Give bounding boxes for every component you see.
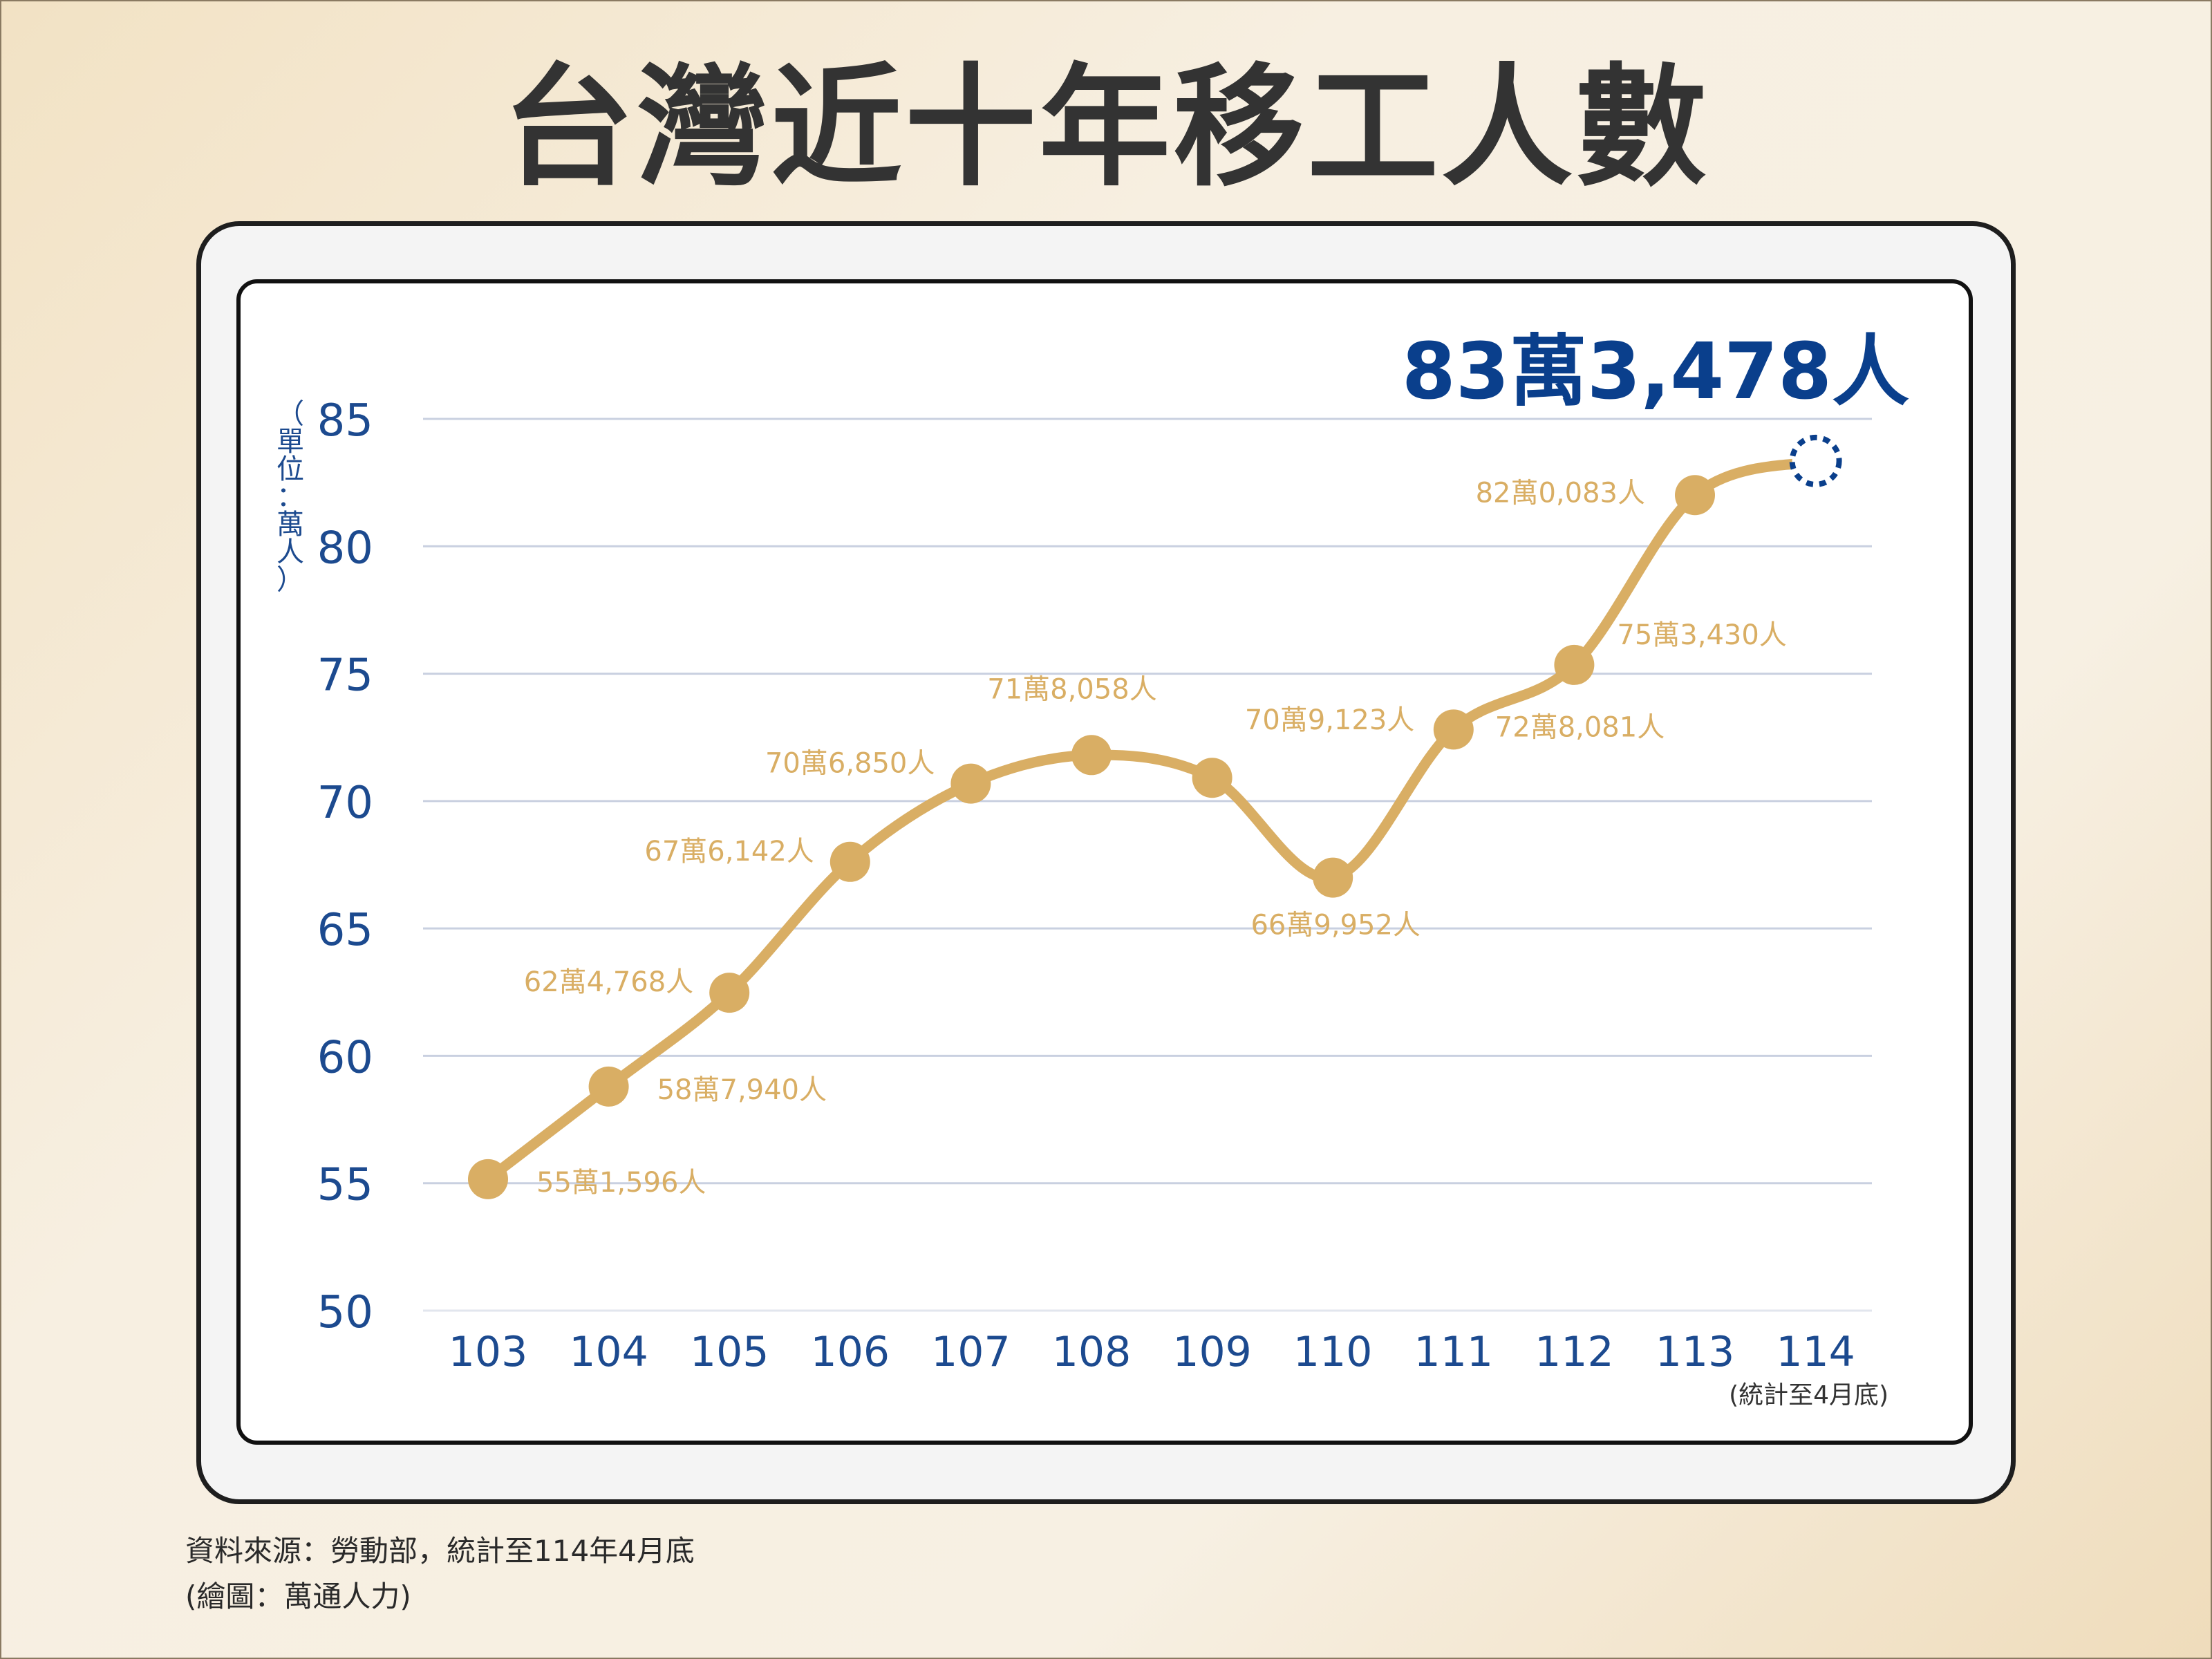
x-tick-112: 112 bbox=[1535, 1328, 1614, 1376]
data-point-111 bbox=[1433, 709, 1474, 750]
chart-inner-frame bbox=[236, 279, 1973, 1445]
y-tick-65: 65 bbox=[317, 905, 373, 956]
series-line bbox=[482, 456, 1821, 1185]
x-tick-107: 107 bbox=[931, 1328, 1011, 1376]
x-tick-106: 106 bbox=[811, 1328, 890, 1376]
y-axis-label-char: ： bbox=[276, 481, 304, 513]
x-axis-note: (統計至4月底) bbox=[1729, 1381, 1888, 1409]
x-tick-108: 108 bbox=[1052, 1328, 1132, 1376]
y-axis-label: （單位：萬人） bbox=[276, 398, 304, 596]
y-tick-55: 55 bbox=[317, 1160, 373, 1211]
x-tick-labels: 103 104 105 106 107 108 109 110 111 112 113 114 bbox=[449, 1328, 1855, 1376]
data-point-107 bbox=[950, 763, 991, 804]
y-axis-label-char: 人 bbox=[276, 536, 304, 568]
data-point-112 bbox=[1554, 644, 1595, 685]
data-label-106: 67萬6,142人 bbox=[644, 836, 814, 868]
y-axis-label-char: （ bbox=[276, 398, 304, 430]
y-axis-label-char: 位 bbox=[276, 453, 304, 485]
y-axis-label-char: 單 bbox=[276, 426, 304, 458]
x-tick-109: 109 bbox=[1172, 1328, 1252, 1376]
data-label-104: 58萬7,940人 bbox=[657, 1074, 827, 1106]
x-tick-110: 110 bbox=[1293, 1328, 1373, 1376]
y-tick-85: 85 bbox=[317, 395, 373, 447]
grid-lines bbox=[423, 418, 1872, 1312]
y-tick-70: 70 bbox=[317, 778, 373, 829]
x-tick-113: 113 bbox=[1656, 1328, 1735, 1376]
data-label-103: 55萬1,596人 bbox=[536, 1167, 706, 1199]
data-label-112: 75萬3,430人 bbox=[1617, 619, 1786, 651]
y-tick-75: 75 bbox=[317, 650, 373, 702]
highlight-value: 83萬3,478人 bbox=[1402, 327, 1909, 417]
source-note: 資料來源：勞動部，統計至114年4月底 bbox=[185, 1534, 695, 1568]
data-point-114 bbox=[1789, 434, 1842, 487]
x-tick-104: 104 bbox=[569, 1328, 648, 1376]
data-label-109: 70萬9,123人 bbox=[1245, 704, 1414, 736]
data-labels: 55萬1,596人 58萬7,940人 62萬4,768人 67萬6,142人 70萬6… bbox=[524, 477, 1787, 1199]
data-label-107: 70萬6,850人 bbox=[765, 748, 935, 780]
x-tick-114: 114 bbox=[1776, 1328, 1855, 1376]
data-point-103 bbox=[468, 1159, 508, 1199]
x-tick-103: 103 bbox=[449, 1328, 528, 1376]
data-point-106 bbox=[830, 841, 870, 882]
x-tick-111: 111 bbox=[1414, 1328, 1494, 1376]
y-tick-60: 60 bbox=[317, 1032, 373, 1083]
data-label-113: 82萬0,083人 bbox=[1476, 477, 1645, 509]
data-label-111: 72萬8,081人 bbox=[1495, 711, 1665, 743]
data-label-105: 62萬4,768人 bbox=[524, 966, 693, 998]
y-tick-labels: 50 55 60 65 70 75 80 85 bbox=[317, 395, 373, 1338]
data-point-105 bbox=[709, 973, 750, 1013]
y-tick-80: 80 bbox=[317, 523, 373, 574]
data-point-109 bbox=[1192, 758, 1232, 798]
y-tick-50: 50 bbox=[317, 1287, 373, 1338]
data-label-110: 66萬9,952人 bbox=[1250, 910, 1420, 941]
page-title: 台灣近十年移工人數 bbox=[502, 51, 1709, 204]
data-point-110 bbox=[1313, 857, 1353, 898]
x-tick-105: 105 bbox=[690, 1328, 769, 1376]
data-point-104 bbox=[588, 1066, 629, 1107]
data-points bbox=[468, 434, 1842, 1199]
data-point-108 bbox=[1071, 735, 1112, 776]
data-point-113 bbox=[1675, 475, 1715, 516]
credit-note: (繪圖：萬通人力) bbox=[185, 1580, 411, 1613]
y-axis-label-char: ） bbox=[276, 564, 304, 596]
y-axis-label-char: 萬 bbox=[276, 509, 304, 541]
data-label-108: 71萬8,058人 bbox=[987, 673, 1156, 705]
